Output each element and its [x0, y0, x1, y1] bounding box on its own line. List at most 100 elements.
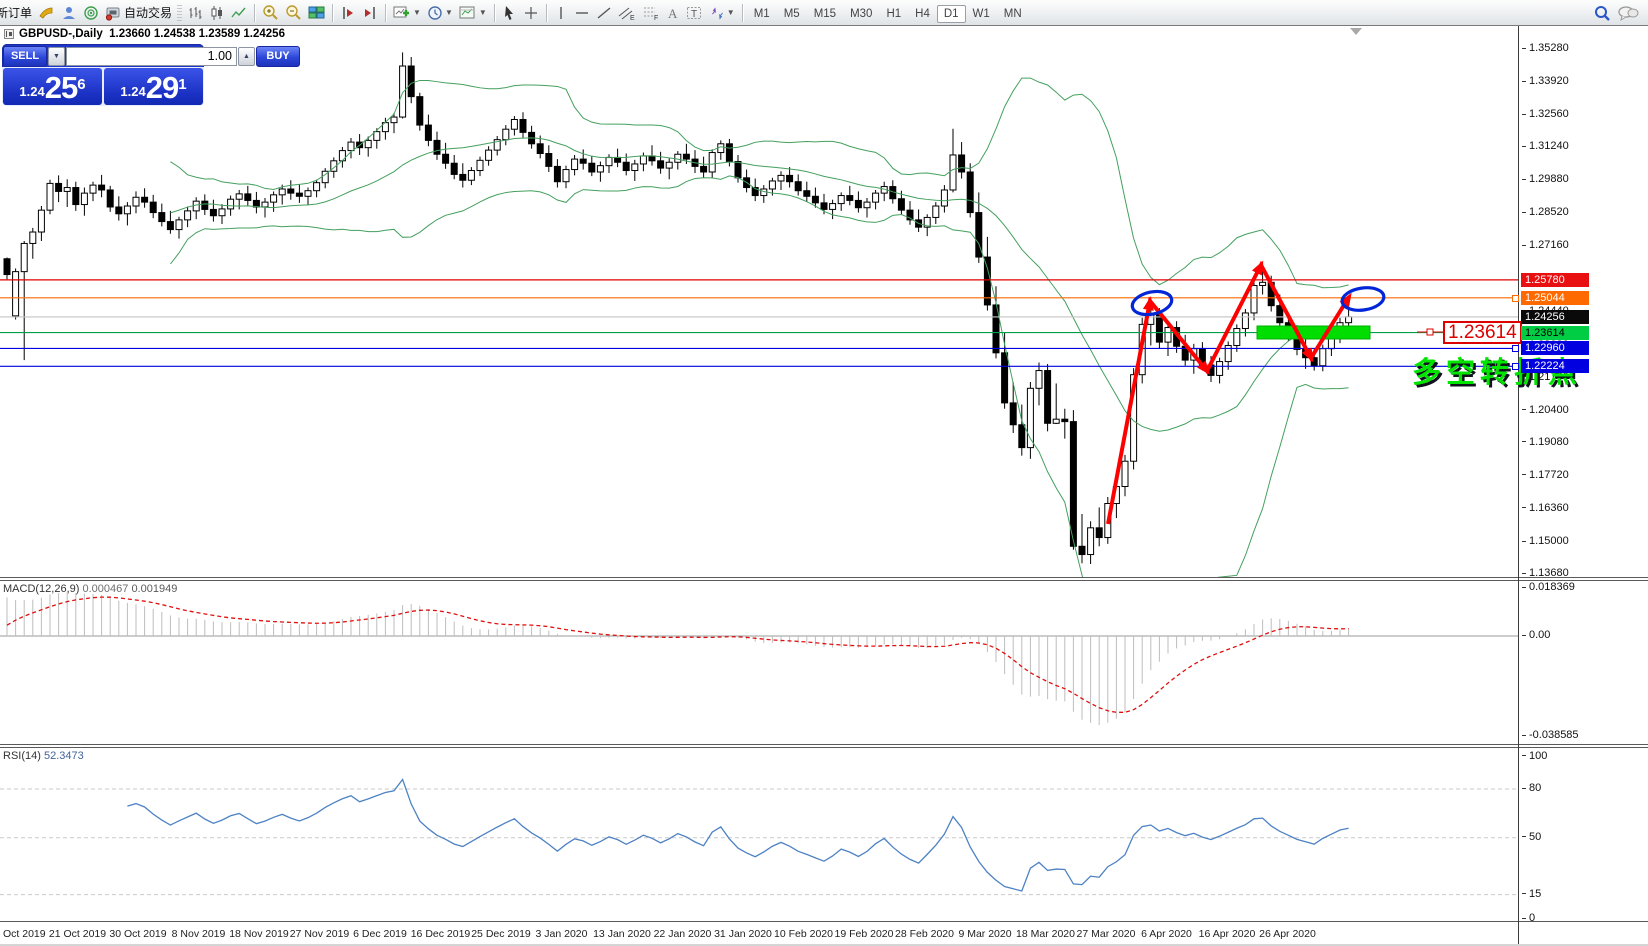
callout-leader-line: [1417, 328, 1443, 336]
price-tick-1.16360: 1.16360: [1522, 502, 1569, 514]
equidistant-channel-icon[interactable]: E: [615, 2, 639, 23]
new-order-label: 新订单: [0, 6, 33, 20]
new-chart-button[interactable]: ▼: [390, 2, 424, 23]
autotrading-button[interactable]: 自动交易: [102, 2, 175, 23]
new-order-button[interactable]: 新订单: [0, 2, 35, 23]
toolbar-separator: [254, 3, 256, 22]
search-icon[interactable]: [1590, 2, 1614, 23]
ellipse-marker-2[interactable]: [1340, 285, 1386, 313]
candlestick-chart-icon[interactable]: [206, 2, 228, 23]
macd-tick-0.00: 0.00: [1522, 629, 1550, 641]
crosshair-icon[interactable]: [520, 2, 542, 23]
toolbar-separator: [332, 3, 334, 22]
community-icon[interactable]: [58, 2, 80, 23]
timeframe-W1[interactable]: W1: [972, 7, 990, 20]
periods-button[interactable]: ▼: [424, 2, 456, 23]
timeframe-M15[interactable]: M15: [813, 7, 837, 20]
zigzag-arrowhead: [1301, 347, 1314, 363]
rsi-tick-80: 80: [1522, 782, 1541, 794]
sell-button[interactable]: SELL: [3, 45, 47, 67]
drawing-objects[interactable]: [1106, 260, 1386, 525]
line-handle-1.25044[interactable]: [1512, 294, 1519, 302]
price-tick-1.19080: 1.19080: [1522, 436, 1569, 448]
rsi-tick-100: 100: [1522, 750, 1547, 762]
rsi-panel[interactable]: [0, 778, 1518, 896]
ellipse-marker-1[interactable]: [1130, 288, 1174, 318]
panel-separator[interactable]: [0, 921, 1648, 922]
price-tick-1.20400: 1.20400: [1522, 404, 1569, 416]
price-tag-1.24256[interactable]: 1.24256: [1521, 309, 1589, 324]
timeframe-M30[interactable]: M30: [850, 7, 873, 20]
horizontal-line-icon[interactable]: [571, 2, 593, 23]
sell-price-display[interactable]: 1.24 25 6: [3, 68, 102, 105]
price-axis[interactable]: 1.35280 1.33920 1.32560 1.31240 1.29880 1.285…: [1519, 26, 1648, 944]
tile-windows-icon[interactable]: [305, 2, 328, 23]
svg-text:A: A: [668, 6, 678, 21]
panel-separator[interactable]: [0, 747, 1648, 748]
price-tag-1.25780[interactable]: 1.25780: [1521, 272, 1589, 287]
buy-price-display[interactable]: 1.24 29 1: [104, 68, 203, 105]
chat-icon[interactable]: [1614, 2, 1642, 23]
arrows-icon[interactable]: ▼: [706, 2, 738, 23]
line-handle-1.22960[interactable]: [1512, 345, 1519, 353]
date-label-10-Feb-2020: 10 Feb 2020: [774, 928, 833, 940]
timeframe-M5[interactable]: M5: [783, 7, 800, 20]
panel-separator[interactable]: [0, 577, 1648, 578]
zoom-out-icon[interactable]: [282, 2, 305, 23]
volume-input[interactable]: [66, 46, 237, 66]
vertical-line-icon[interactable]: [551, 2, 571, 23]
volume-increase-button[interactable]: ▲: [238, 46, 255, 66]
price-tag-1.22960[interactable]: 1.22960: [1521, 341, 1589, 356]
price-tick-1.13680: 1.13680: [1522, 567, 1569, 579]
window-bottom-edge: [0, 944, 1648, 946]
fibonacci-icon[interactable]: F: [639, 2, 663, 23]
toolbar-separator: [545, 3, 547, 22]
text-icon[interactable]: A: [663, 2, 683, 23]
date-label-16-Dec-2019: 16 Dec 2019: [410, 928, 471, 940]
timeframe-M1[interactable]: M1: [753, 7, 770, 20]
bollinger-bands: [170, 77, 1349, 577]
rsi-tick-0: 0: [1522, 912, 1535, 924]
price-tag-1.22224[interactable]: 1.22224: [1521, 359, 1589, 374]
volume-decrease-button[interactable]: ▼: [48, 46, 65, 66]
panel-separator[interactable]: [0, 580, 1648, 581]
panel-separator[interactable]: [0, 744, 1648, 745]
line-handle-1.22224[interactable]: [1512, 363, 1519, 371]
chart-shift-marker[interactable]: [1350, 28, 1362, 35]
macd-panel[interactable]: [0, 592, 1518, 725]
timeframe-MN[interactable]: MN: [1003, 7, 1022, 20]
zigzag-trendline[interactable]: [1106, 260, 1351, 525]
templates-button[interactable]: ▼: [456, 2, 490, 23]
price-tag-1.25044[interactable]: 1.25044: [1521, 290, 1589, 305]
zoom-in-icon[interactable]: [259, 2, 282, 23]
price-tick-1.33920: 1.33920: [1522, 75, 1569, 87]
timeframe-H4[interactable]: H4: [915, 7, 930, 20]
line-chart-icon[interactable]: [228, 2, 250, 23]
date-label-6-Apr-2020: 6 Apr 2020: [1141, 928, 1192, 940]
price-callout-label[interactable]: 1.23614: [1443, 321, 1522, 344]
bar-chart-icon[interactable]: [184, 2, 206, 23]
auto-scroll-icon[interactable]: [359, 2, 381, 23]
radar-icon[interactable]: [80, 2, 102, 23]
main-price-panel[interactable]: [0, 52, 1518, 633]
timeframe-H1[interactable]: H1: [886, 7, 902, 20]
support-highlight-rect[interactable]: [1256, 325, 1371, 340]
toolbar: 新订单 自动交易 ▼ ▼ ▼: [0, 0, 1648, 26]
date-label-19-Feb-2020: 19 Feb 2020: [834, 928, 894, 940]
chart-canvas[interactable]: [0, 26, 1648, 944]
horn-icon[interactable]: [35, 2, 58, 23]
trendline-icon[interactable]: [593, 2, 615, 23]
text-label-icon[interactable]: T: [683, 2, 706, 23]
price-tick-1.27160: 1.27160: [1522, 239, 1569, 251]
date-label-16-Apr-2020: 16 Apr 2020: [1198, 928, 1256, 940]
date-label-28-Feb-2020: 28 Feb 2020: [895, 928, 954, 940]
price-tag-1.23614[interactable]: 1.23614: [1521, 325, 1589, 340]
price-tick-1.29880: 1.29880: [1522, 173, 1569, 185]
chart-shift-icon[interactable]: [337, 2, 359, 23]
buy-button[interactable]: BUY: [256, 45, 300, 67]
cursor-icon[interactable]: [499, 2, 520, 23]
sell-price-small: 1.24: [19, 84, 45, 99]
timeframe-D1[interactable]: D1: [936, 4, 966, 23]
date-label-18-Mar-2020: 18 Mar 2020: [1016, 928, 1075, 940]
